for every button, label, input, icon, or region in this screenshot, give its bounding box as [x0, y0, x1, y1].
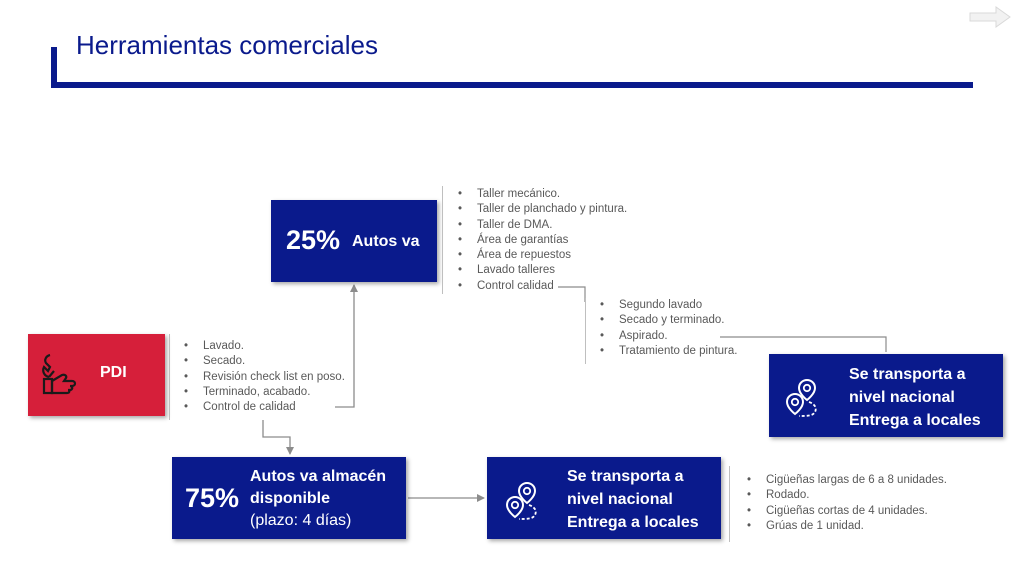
transport-box-75: Se transporta a nivel nacional Entrega a… — [487, 457, 721, 539]
list-item: Revisión check list en poso. — [181, 370, 345, 386]
transport-box-25: Se transporta a nivel nacional Entrega a… — [769, 354, 1003, 437]
list-item: Taller mecánico. — [455, 187, 627, 203]
list-item: Área de garantías — [455, 233, 627, 249]
transport-modes-list: Cigüeñas largas de 6 a 8 unidades. Rodad… — [744, 473, 947, 534]
list-item: Lavado. — [181, 339, 345, 355]
list-item: Tratamiento de pintura. — [597, 344, 738, 360]
separator-transport-modes — [729, 466, 730, 542]
list-item: Lavado talleres — [455, 263, 627, 279]
connector-finishing-to-transport — [720, 336, 887, 352]
label-autos-va: Autos va — [352, 233, 420, 250]
list-item: Aspirado. — [597, 329, 737, 345]
list-item: Secado y terminado. — [597, 313, 737, 329]
list-item: Control de calidad — [181, 400, 345, 416]
mechanic-hand-wrench-icon — [42, 353, 77, 395]
separator-finishing — [585, 298, 586, 364]
list-item: Terminado, acabado. — [181, 385, 345, 401]
list-item: Taller de planchado y pintura. — [455, 202, 627, 218]
label-autos-almacen: Autos va almacén disponible (plazo: 4 dí… — [250, 468, 387, 529]
box-75-percent: 75% Autos va almacén disponible (plazo: … — [172, 457, 406, 539]
transport-label: Se transporta a nivel nacional Entrega a… — [567, 468, 699, 531]
list-item: Cigüeñas cortas de 4 unidades. — [744, 504, 947, 520]
separator-pdi — [169, 334, 170, 420]
list-item: Rodado. — [744, 488, 947, 504]
workshop-steps-list: Taller mecánico. Taller de planchado y p… — [455, 187, 627, 294]
list-item: Grúas de 1 unidad. — [744, 519, 947, 535]
pdi-label: PDI — [100, 364, 127, 381]
connector-pdi-to-75 — [262, 420, 294, 455]
pdi-box: PDI — [28, 334, 165, 416]
list-item: Segundo lavado — [597, 298, 737, 314]
map-pin-route-icon — [505, 481, 537, 520]
page-title: Herramientas comerciales — [76, 30, 378, 60]
finishing-steps-list: Segundo lavado Secado y terminado. Aspir… — [597, 298, 738, 360]
map-pin-route-icon — [785, 378, 817, 417]
list-item: Cigüeñas largas de 6 a 8 unidades. — [744, 473, 947, 489]
box-25-percent: 25% Autos va — [271, 200, 437, 282]
list-item: Área de repuestos — [455, 248, 627, 264]
transport-label: Se transporta a nivel nacional Entrega a… — [849, 366, 981, 429]
arrow-right-icon[interactable] — [968, 6, 1012, 28]
title-underline — [51, 82, 973, 88]
title-bracket-vertical — [51, 47, 57, 88]
pdi-steps-list: Lavado. Secado. Revisión check list en p… — [181, 339, 345, 416]
percent-75: 75% — [185, 483, 240, 513]
list-item: Secado. — [181, 354, 345, 370]
list-item: Control calidad — [455, 279, 627, 295]
separator-25-steps — [442, 186, 443, 294]
percent-25: 25% — [286, 225, 341, 255]
list-item: Taller de DMA. — [455, 218, 627, 234]
